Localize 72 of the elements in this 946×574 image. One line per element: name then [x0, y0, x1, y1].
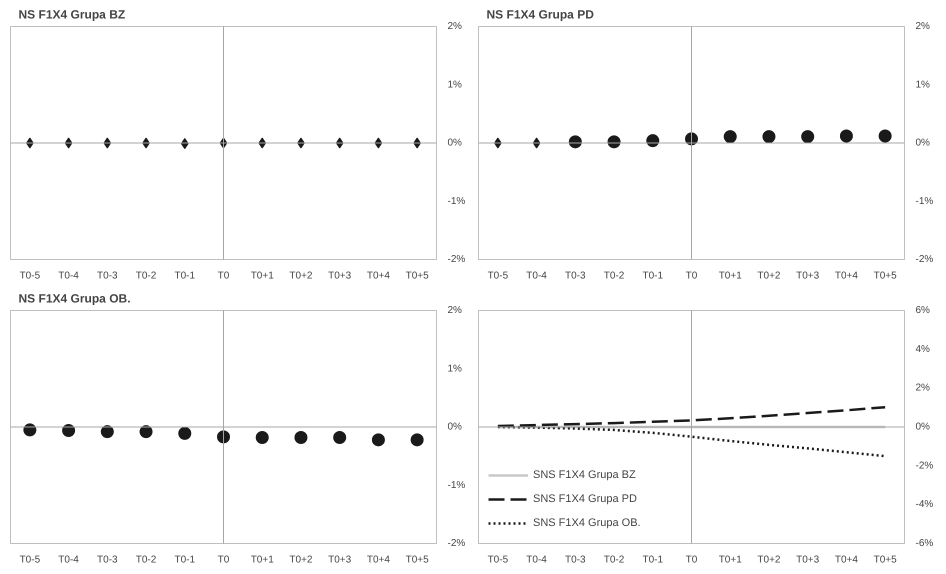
- y-tick-label: 6%: [916, 305, 930, 316]
- x-tick-label: T0-2: [604, 554, 625, 566]
- x-tick-label: T0+3: [328, 270, 352, 282]
- x-tick-label: T0-4: [526, 270, 548, 282]
- y-tick-label: 4%: [916, 344, 930, 355]
- y-tick-label: 0%: [448, 422, 462, 432]
- chart-title: NS F1X4 Grupa OB.: [18, 292, 131, 306]
- x-tick-label: T0-3: [565, 270, 586, 282]
- y-tick-label: -4%: [916, 499, 934, 510]
- y-tick-label: 1%: [448, 363, 462, 374]
- x-tick-label: T0-5: [488, 554, 509, 566]
- legend-label: SNS F1X4 Grupa PD: [533, 493, 637, 505]
- y-tick-label: 0%: [448, 138, 462, 148]
- x-tick-label: T0: [218, 270, 230, 282]
- chart-title: NS F1X4 Grupa BZ: [18, 8, 126, 22]
- x-tick-label: T0+5: [874, 554, 898, 566]
- x-tick-label: T0-3: [97, 554, 118, 566]
- y-tick-label: 2%: [448, 305, 462, 316]
- x-tick-label: T0+1: [250, 554, 274, 566]
- x-tick-label: T0-2: [604, 270, 625, 282]
- x-tick-label: T0: [218, 554, 230, 566]
- x-tick-label: T0+5: [874, 270, 898, 282]
- x-tick-label: T0+4: [366, 270, 390, 282]
- y-tick-label: -1%: [448, 480, 466, 491]
- y-tick-label: -1%: [448, 196, 466, 207]
- x-tick-label: T0: [686, 554, 698, 566]
- y-tick-label: 2%: [916, 21, 930, 32]
- y-tick-label: -2%: [916, 254, 934, 265]
- x-tick-label: T0+3: [328, 554, 352, 566]
- legend-label: SNS F1X4 Grupa BZ: [533, 469, 636, 481]
- y-tick-label: 2%: [448, 21, 462, 32]
- x-tick-label: T0+3: [796, 270, 820, 282]
- x-tick-label: T0+4: [834, 270, 858, 282]
- x-tick-label: T0-4: [58, 270, 80, 282]
- y-tick-label: 0%: [916, 138, 930, 148]
- y-tick-label: 1%: [448, 79, 462, 90]
- x-tick-label: T0+1: [250, 270, 274, 282]
- y-tick-label: -2%: [448, 254, 466, 265]
- y-tick-label: 0%: [916, 422, 930, 432]
- x-tick-label: T0+4: [366, 554, 390, 566]
- x-tick-label: T0-2: [136, 554, 157, 566]
- x-tick-label: T0+2: [289, 270, 313, 282]
- y-tick-label: 2%: [916, 382, 930, 394]
- x-tick-label: T0+2: [757, 554, 781, 566]
- chart-title: NS F1X4 Grupa PD: [486, 8, 594, 22]
- x-tick-label: T0-3: [97, 270, 118, 282]
- x-tick-label: T0+2: [289, 554, 313, 566]
- x-tick-label: T0+1: [718, 554, 742, 566]
- y-tick-label: 1%: [916, 79, 930, 90]
- x-tick-label: T0-5: [20, 270, 41, 282]
- x-tick-label: T0-1: [174, 270, 196, 282]
- x-tick-label: T0-5: [20, 554, 41, 566]
- legend-label: SNS F1X4 Grupa OB.: [533, 517, 641, 529]
- x-tick-label: T0+5: [406, 554, 430, 566]
- x-tick-label: T0-4: [58, 554, 80, 566]
- x-tick-label: T0-3: [565, 554, 586, 566]
- x-tick-label: T0-4: [526, 554, 548, 566]
- x-tick-label: T0+1: [718, 270, 742, 282]
- x-tick-label: T0-1: [642, 270, 664, 282]
- x-tick-label: T0: [686, 270, 698, 282]
- x-tick-label: T0-5: [488, 270, 509, 282]
- x-tick-label: T0+5: [406, 270, 430, 282]
- y-tick-label: -1%: [916, 196, 934, 207]
- y-tick-label: -6%: [916, 538, 934, 549]
- y-tick-label: -2%: [448, 538, 466, 549]
- x-tick-label: T0-1: [642, 554, 664, 566]
- x-tick-label: T0-1: [174, 554, 196, 566]
- x-tick-label: T0-2: [136, 270, 157, 282]
- x-tick-label: T0+2: [757, 270, 781, 282]
- x-tick-label: T0+4: [834, 554, 858, 566]
- y-tick-label: -2%: [916, 460, 934, 472]
- x-tick-label: T0+3: [796, 554, 820, 566]
